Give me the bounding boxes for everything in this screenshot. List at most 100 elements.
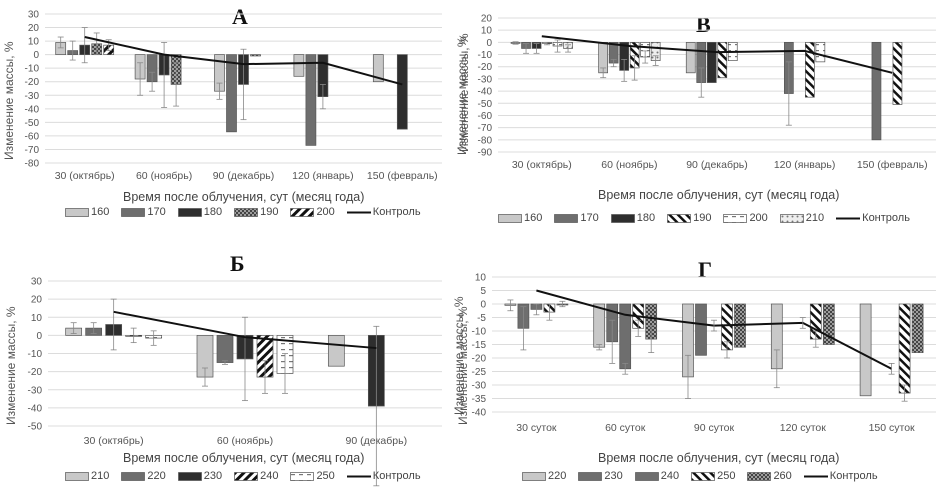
x-tick-label: 120 (январь) [292, 170, 354, 182]
legend-swatch [121, 207, 146, 217]
control-line [84, 36, 403, 86]
x-tick-label: 30 суток [516, 422, 557, 434]
y-tick-label: -20 [25, 77, 40, 88]
control-line [541, 35, 893, 74]
legend-item-control: Контроль [346, 470, 421, 482]
legend-label: 170 [580, 212, 599, 224]
legend-swatch [779, 213, 804, 223]
chart-title: Б [230, 251, 245, 276]
legend-label: 200 [749, 212, 768, 224]
y-tick-label: 0 [486, 38, 492, 49]
legend-item-250: 250 [290, 470, 335, 482]
legend-label: 160 [91, 206, 110, 218]
y-tick-label: -40 [28, 403, 43, 414]
bar-180 [706, 42, 717, 83]
chart-panel-b: Изменение массы, % Б 30 20 10 0 -10 -20 -30 -40… [0, 245, 470, 495]
bar-180 [396, 54, 408, 130]
legend-item-260: 260 [747, 470, 792, 482]
y-tick-label: -10 [472, 327, 487, 338]
x-tick-label: 90 (декабрь) [686, 159, 748, 171]
y-tick-label: -20 [478, 62, 493, 73]
y-tick-label: -50 [28, 422, 43, 433]
y-tick-label: -60 [478, 111, 493, 122]
legend-swatch [65, 471, 89, 481]
bar-200 [815, 42, 826, 63]
bar-260 [911, 303, 924, 353]
bar-260 [822, 303, 835, 345]
y-tick-label: 20 [31, 295, 43, 306]
legend-label: 180 [203, 206, 223, 218]
y-tick-label: -15 [472, 340, 487, 351]
legend-swatch [234, 471, 258, 481]
legend-item-170: 170 [121, 206, 166, 218]
x-tick-label: 60 суток [605, 422, 646, 434]
x-axis-label: Время после облучения, сут (месяц года) [123, 190, 365, 204]
legend-item-230: 230 [578, 470, 623, 482]
legend-item-control: Контроль [803, 470, 878, 482]
y-tick-label: -40 [478, 87, 493, 98]
legend-label: Контроль [372, 206, 421, 218]
legend-item-190: 190 [234, 206, 278, 218]
legend-item-210: 210 [779, 212, 825, 224]
x-tick-label: 90 (декабрь) [213, 170, 275, 182]
chart-panel-v: Изменение массы, % В 20 10 0 -10 -20 -30 -40 -5… [455, 0, 943, 245]
legend-item-160: 160 [65, 206, 109, 218]
bar-250 [898, 303, 911, 394]
x-axis-label: Время после облучения, сут (месяц года) [598, 451, 840, 465]
chart-title: А [232, 4, 248, 29]
y-tick-label: 0 [480, 300, 486, 311]
y-tick-label: -10 [25, 64, 40, 75]
legend-swatch [290, 471, 315, 481]
legend-swatch [290, 207, 315, 217]
legend-label: Контроль [862, 212, 910, 224]
legend: 220 230 240 250 260 Контроль [522, 470, 890, 482]
legend-swatch [346, 475, 371, 477]
legend-item-170: 170 [554, 212, 599, 224]
y-tick-label: -90 [478, 148, 493, 159]
legend-item-200: 200 [290, 206, 335, 218]
legend-label: 250 [316, 470, 335, 482]
y-tick-label: -70 [478, 123, 493, 134]
legend-item-190: 190 [667, 212, 711, 224]
y-tick-label: -30 [472, 381, 487, 392]
legend-label: 200 [316, 206, 335, 218]
legend: 160 170 180 190 200 210 Контроль [498, 212, 922, 224]
legend-label: 230 [604, 470, 623, 482]
bar-210 [327, 335, 345, 367]
legend-item-210: 210 [65, 470, 109, 482]
legend-item-200: 200 [723, 212, 768, 224]
legend-label: 220 [147, 470, 166, 482]
bar-160 [685, 42, 696, 74]
legend-swatch [522, 471, 546, 481]
y-tick-label: -80 [478, 135, 493, 146]
legend-swatch [177, 207, 202, 217]
legend-item-control: Контроль [836, 212, 910, 224]
y-tick-label: 5 [480, 286, 486, 297]
y-tick-label: -20 [472, 354, 487, 365]
chart-title: Г [698, 257, 712, 282]
legend-swatch [747, 471, 772, 481]
legend-label: 210 [91, 470, 110, 482]
chart-svg: 30 20 10 0 -10 -20 -30 -40 -50 30 (октябрь) 60 (но… [28, 277, 442, 487]
legend-label: 170 [147, 206, 166, 218]
x-tick-label: 30 (октябрь) [512, 159, 572, 171]
bar-160 [293, 54, 305, 77]
y-tick-label: -40 [25, 104, 40, 115]
y-axis-label-secondary: Изменение массы, % [452, 296, 466, 415]
chart-svg: 10 5 0 -5 -10 -15 -20 -25 -30 -35 -40 30 суток 60 су… [472, 273, 936, 434]
legend-item-250: 250 [691, 470, 735, 482]
legend-swatch [498, 213, 522, 223]
legend-swatch [554, 213, 579, 223]
x-tick-label: 120 (январь) [774, 159, 836, 171]
bar-190 [250, 54, 261, 57]
bar-220 [216, 335, 234, 363]
bar-220 [593, 303, 606, 348]
legend: 160 170 180 190 200 Контроль [65, 206, 433, 218]
legend-label: 210 [805, 212, 825, 224]
bar-190 [892, 42, 903, 105]
legend-label: 220 [548, 470, 567, 482]
legend-swatch [610, 213, 635, 223]
y-tick-label: -40 [472, 408, 487, 419]
y-tick-label: -50 [25, 118, 40, 129]
y-tick-label: -30 [25, 91, 40, 102]
